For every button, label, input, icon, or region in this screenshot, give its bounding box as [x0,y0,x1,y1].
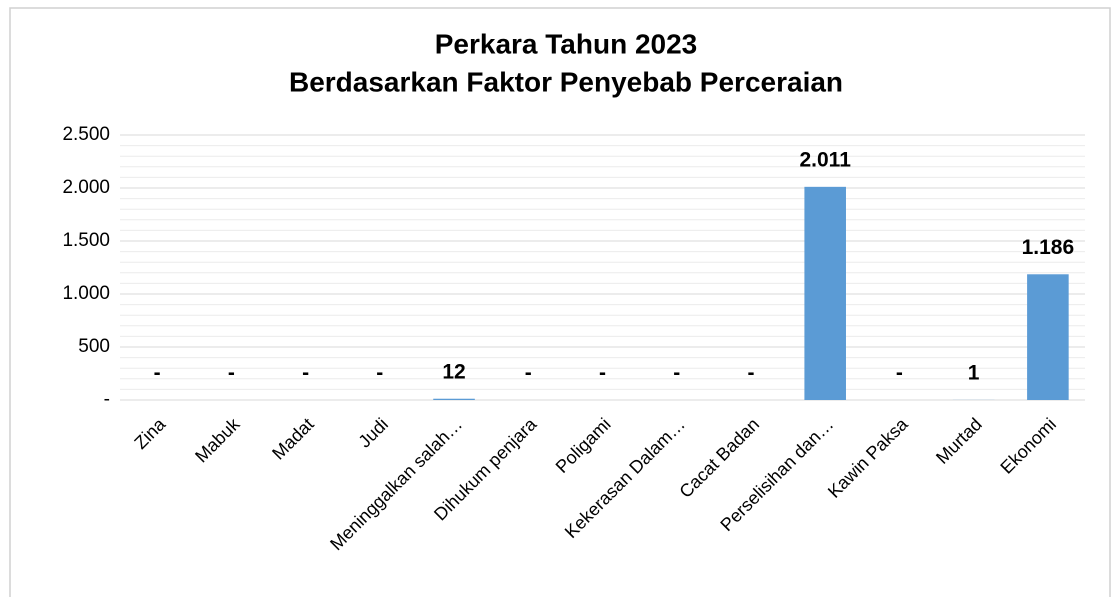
y-tick-label: - [104,389,110,410]
x-tick-label: Murtad [932,414,986,468]
data-label: - [376,362,383,385]
x-tick-label: Zina [130,413,170,453]
x-tick-label: Judi [354,414,391,451]
x-tick-label: Mabuk [191,413,244,466]
data-label: - [525,362,532,385]
data-label: 1 [968,361,980,384]
x-tick-label: Ekonomi [996,414,1060,478]
data-label: - [896,362,903,385]
data-label: - [154,362,161,385]
bar [1027,274,1069,400]
data-label: 1.186 [1022,236,1075,259]
data-label: - [599,362,606,385]
x-tick-label: Meninggalkan salah… [326,414,466,554]
bar [804,186,846,400]
chart-frame [9,7,1111,597]
data-label: - [747,362,754,385]
data-label: - [228,362,235,385]
y-tick-label: 1.500 [62,230,110,251]
x-tick-label: Madat [268,414,318,464]
y-tick-label: 1.000 [62,283,110,304]
data-label: 2.011 [799,148,851,171]
y-tick-label: 2.500 [62,124,110,145]
chart-subtitle: Berdasarkan Faktor Penyebab Perceraian [289,66,843,97]
bar [433,398,475,400]
data-label: - [673,362,680,385]
data-label: 12 [442,360,465,383]
x-tick-label: Kawin Paksa [824,413,912,501]
y-tick-label: 500 [78,336,110,357]
data-label: - [302,362,309,385]
y-tick-label: 2.000 [62,177,110,198]
chart-title: Perkara Tahun 2023 [435,28,698,59]
x-tick-label: Poligami [552,414,615,477]
